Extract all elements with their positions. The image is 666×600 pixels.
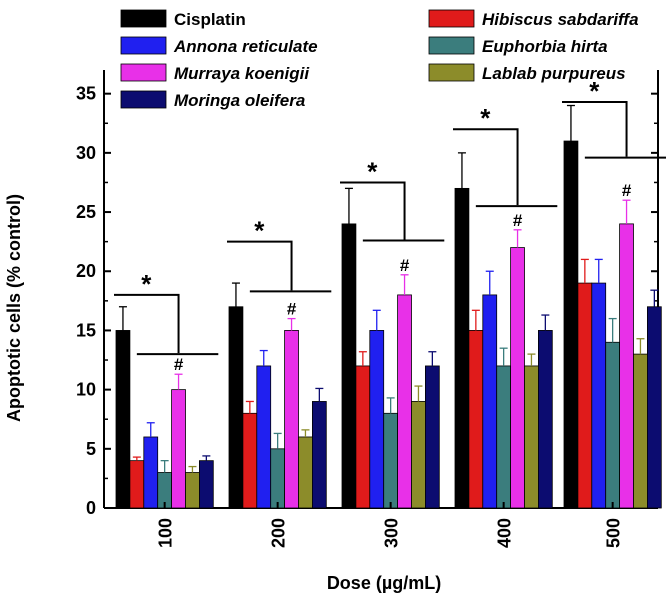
significance-star: * xyxy=(254,216,265,246)
bar xyxy=(242,412,258,509)
bar xyxy=(496,365,512,509)
y-tick-label: 5 xyxy=(86,439,96,459)
legend-swatch xyxy=(428,63,475,82)
significance-bracket xyxy=(114,293,180,354)
legend-swatch xyxy=(120,90,167,109)
bar xyxy=(454,187,470,509)
significance-hash: # xyxy=(513,211,523,230)
bar xyxy=(341,223,357,509)
bar xyxy=(647,306,662,509)
legend-swatch xyxy=(428,36,475,55)
significance-star: * xyxy=(480,103,491,133)
legend-label: Cisplatin xyxy=(174,10,246,29)
bar xyxy=(228,306,244,509)
bar xyxy=(424,365,440,509)
bar xyxy=(605,341,621,509)
significance-bracket xyxy=(453,128,519,206)
legend-label: Murraya koenigii xyxy=(174,64,310,83)
bar xyxy=(185,472,200,509)
legend-swatch xyxy=(120,9,167,28)
legend-swatch xyxy=(428,9,475,28)
plot-area: 0 5 10 15 20 25 30 35 100 200 300 400 500 * # * # * # * # * # xyxy=(76,70,666,548)
bar xyxy=(411,401,426,509)
bar xyxy=(284,330,299,509)
significance-hash: # xyxy=(174,355,184,374)
x-axis-title: Dose (µg/mL) xyxy=(327,573,441,593)
significance-hash: # xyxy=(287,300,297,319)
y-tick-label: 35 xyxy=(76,84,96,104)
significance-star: * xyxy=(589,76,600,106)
x-tick-label: 500 xyxy=(604,518,624,548)
bar xyxy=(256,365,272,509)
significance-star: * xyxy=(141,269,152,299)
bar xyxy=(619,223,634,509)
bar xyxy=(563,140,579,509)
significance-bracket xyxy=(227,240,293,291)
legend-label: Euphorbia hirta xyxy=(482,37,608,56)
legend-label: Moringa oleifera xyxy=(174,91,305,110)
bar xyxy=(171,389,186,509)
legend-label: Annona reticulate xyxy=(173,37,318,56)
bar xyxy=(468,330,484,509)
x-tick-label: 100 xyxy=(156,518,176,548)
bar xyxy=(143,436,159,509)
y-tick-label: 15 xyxy=(76,320,96,340)
bar xyxy=(369,330,385,509)
significance-star: * xyxy=(367,156,378,186)
legend-label: Lablab purpureus xyxy=(482,64,626,83)
bar xyxy=(298,436,313,509)
bar xyxy=(591,282,607,509)
legend: Cisplatin Annona reticulate Murraya koenig… xyxy=(120,9,639,110)
y-tick-label: 20 xyxy=(76,261,96,281)
bar xyxy=(270,448,286,509)
bar xyxy=(115,330,131,509)
y-tick-label: 10 xyxy=(76,380,96,400)
bar xyxy=(538,330,553,509)
bar xyxy=(383,412,399,509)
bar xyxy=(577,282,593,509)
bar xyxy=(510,247,525,509)
x-tick-label: 200 xyxy=(269,518,289,548)
x-tick-label: 300 xyxy=(382,518,402,548)
significance-bracket xyxy=(340,181,406,240)
bar xyxy=(355,365,371,509)
significance-hash: # xyxy=(622,181,632,200)
bar xyxy=(482,294,498,509)
legend-swatch xyxy=(120,36,167,55)
x-tick-label: 400 xyxy=(495,518,515,548)
bar xyxy=(129,460,145,509)
bar xyxy=(311,401,327,509)
bar xyxy=(198,460,214,509)
bar xyxy=(397,294,412,509)
y-tick-label: 0 xyxy=(86,498,96,518)
bar xyxy=(633,353,648,509)
bar xyxy=(524,365,539,509)
y-tick-label: 25 xyxy=(76,202,96,222)
y-axis-title: Apoptotic cells (% control) xyxy=(4,194,24,422)
legend-swatch xyxy=(120,63,167,82)
legend-label: Hibiscus sabdariffa xyxy=(482,10,639,29)
significance-bracket xyxy=(562,100,628,157)
y-tick-label: 30 xyxy=(76,143,96,163)
significance-hash: # xyxy=(400,256,410,275)
